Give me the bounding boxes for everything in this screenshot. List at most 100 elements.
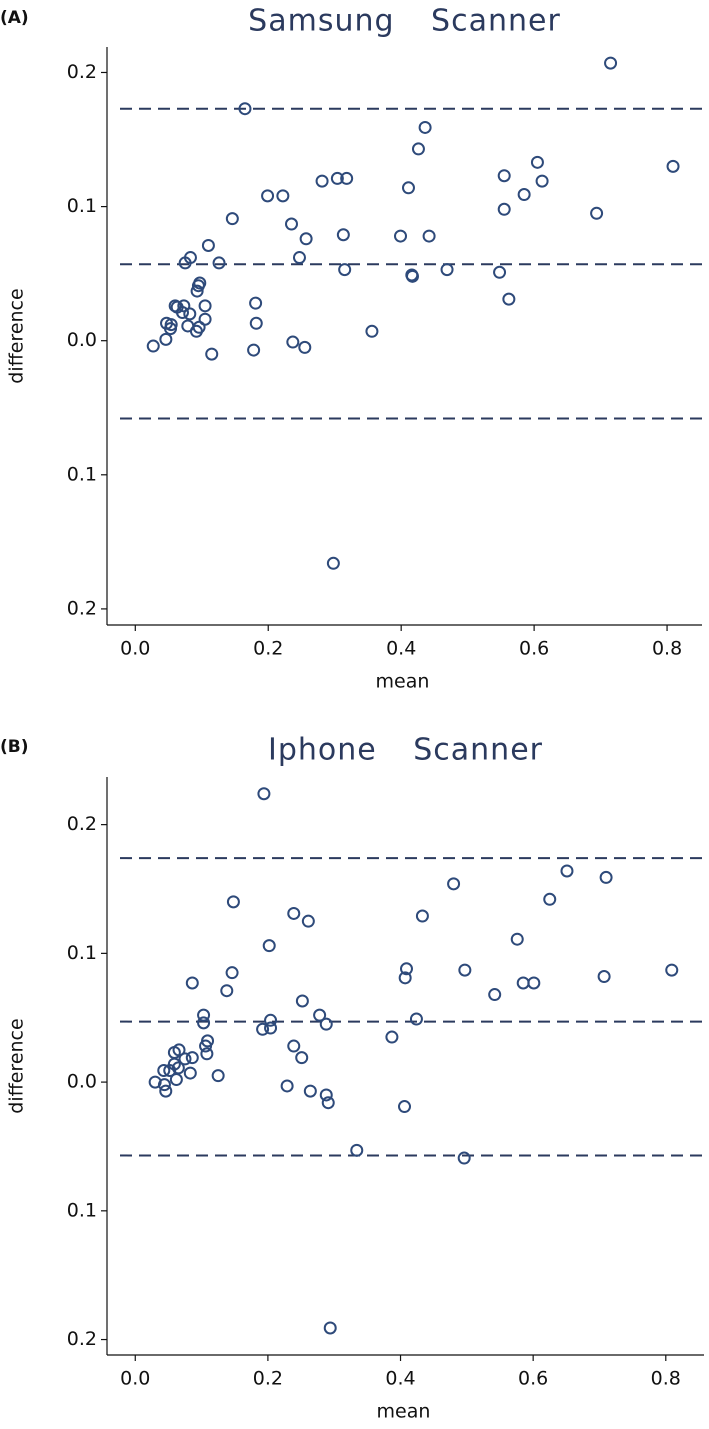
point xyxy=(276,189,290,203)
y-tick-label: 0.1 xyxy=(67,463,97,485)
point xyxy=(303,1084,317,1098)
point xyxy=(146,339,160,353)
x-tick-label: 0.2 xyxy=(253,1368,283,1390)
point xyxy=(350,1143,364,1157)
y-axis-label: difference xyxy=(6,1018,28,1113)
point xyxy=(175,306,189,320)
point xyxy=(398,1100,412,1114)
point xyxy=(198,312,212,326)
point xyxy=(185,1051,199,1065)
point xyxy=(211,1069,225,1083)
point xyxy=(200,1047,214,1061)
y-tick-label: 0.0 xyxy=(67,1071,97,1093)
x-axis-label: mean xyxy=(376,671,430,693)
point xyxy=(458,963,472,977)
point xyxy=(313,1008,327,1022)
point xyxy=(336,228,350,242)
point xyxy=(385,1030,399,1044)
point xyxy=(159,332,173,346)
point xyxy=(169,1073,183,1087)
y-tick-label: 0.2 xyxy=(67,597,97,619)
point xyxy=(527,976,541,990)
y-tick-label: 0.0 xyxy=(67,329,97,351)
point xyxy=(163,1064,177,1078)
chart-title: Samsung Scanner xyxy=(248,4,561,39)
point xyxy=(535,174,549,188)
point xyxy=(323,1321,337,1335)
x-axis-label: mean xyxy=(377,1401,431,1423)
point xyxy=(497,202,511,216)
point xyxy=(411,142,425,156)
x-tick-label: 0.2 xyxy=(253,638,283,660)
panel-label: (A) xyxy=(0,8,29,28)
point xyxy=(157,1078,171,1092)
point xyxy=(189,324,203,338)
point xyxy=(177,299,191,313)
point xyxy=(319,1017,333,1031)
point xyxy=(199,1039,213,1053)
point xyxy=(338,263,352,277)
point xyxy=(264,1013,278,1027)
point xyxy=(280,1079,294,1093)
point xyxy=(191,279,205,293)
panel-label: (B) xyxy=(0,737,29,757)
point xyxy=(295,994,309,1008)
point xyxy=(183,1066,197,1080)
point xyxy=(315,174,329,188)
point xyxy=(295,1051,309,1065)
point xyxy=(261,189,275,203)
point xyxy=(286,335,300,349)
point xyxy=(190,284,204,298)
point xyxy=(590,206,604,220)
point xyxy=(418,120,432,134)
point xyxy=(405,269,419,283)
point xyxy=(249,316,263,330)
point xyxy=(185,976,199,990)
point xyxy=(225,966,239,980)
y-tick-label: 0.1 xyxy=(67,942,97,964)
point xyxy=(178,1052,192,1066)
point xyxy=(599,870,613,884)
x-tick-label: 0.6 xyxy=(518,1368,548,1390)
point xyxy=(264,1021,278,1035)
y-tick-label: 0.2 xyxy=(67,61,97,83)
point xyxy=(604,56,618,70)
point xyxy=(201,238,215,252)
point xyxy=(543,892,557,906)
point xyxy=(399,962,413,976)
point xyxy=(159,1084,173,1098)
point xyxy=(157,1064,171,1078)
chart-title: Iphone Scanner xyxy=(268,733,543,768)
x-tick-label: 0.6 xyxy=(519,638,549,660)
point xyxy=(415,909,429,923)
x-tick-label: 0.4 xyxy=(386,638,416,660)
x-tick-label: 0.0 xyxy=(120,1368,150,1390)
point xyxy=(394,229,408,243)
point xyxy=(530,155,544,169)
point xyxy=(326,556,340,570)
point xyxy=(257,787,271,801)
y-axis-label: difference xyxy=(6,288,28,383)
point xyxy=(287,1039,301,1053)
point xyxy=(298,340,312,354)
point xyxy=(517,188,531,202)
point xyxy=(398,971,412,985)
point xyxy=(197,1016,211,1030)
point xyxy=(665,963,679,977)
point xyxy=(502,292,516,306)
point xyxy=(164,322,178,336)
x-tick-label: 0.8 xyxy=(651,1368,681,1390)
point xyxy=(457,1151,471,1165)
point xyxy=(497,169,511,183)
point xyxy=(183,307,197,321)
point xyxy=(560,864,574,878)
x-tick-label: 0.4 xyxy=(385,1368,415,1390)
point xyxy=(225,212,239,226)
point xyxy=(220,984,234,998)
point xyxy=(597,970,611,984)
point xyxy=(401,181,415,195)
point xyxy=(422,229,436,243)
point xyxy=(510,932,524,946)
point xyxy=(488,988,502,1002)
